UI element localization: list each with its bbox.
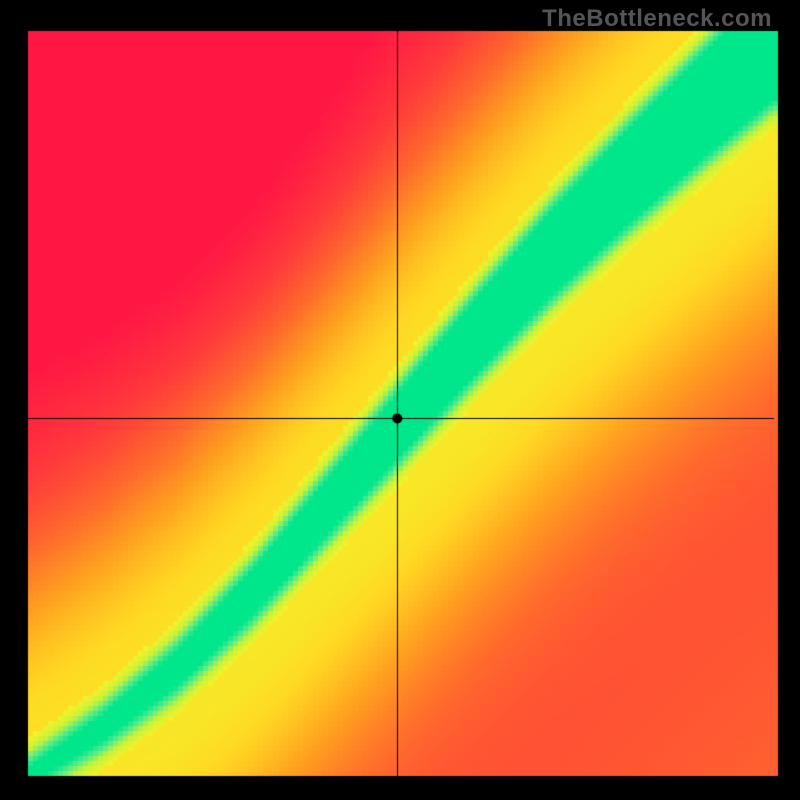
chart-container: TheBottleneck.com: [0, 0, 800, 800]
watermark-text: TheBottleneck.com: [542, 5, 772, 33]
heatmap-canvas: [0, 0, 800, 800]
